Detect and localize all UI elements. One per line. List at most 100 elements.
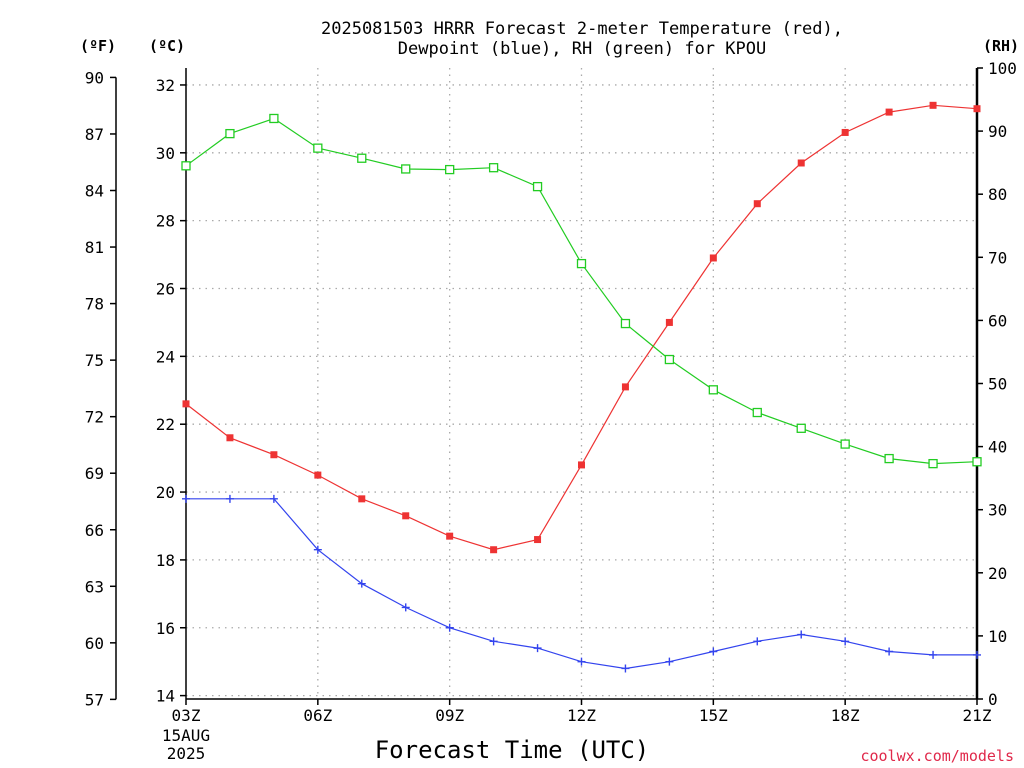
dewpoint-point — [401, 603, 410, 612]
rh-point — [796, 423, 806, 433]
temperature-point — [402, 512, 410, 520]
rh-tick-label: 10 — [988, 627, 1007, 646]
celsius-tick-label: 20 — [156, 483, 175, 502]
rh-tick-label: 0 — [988, 690, 998, 709]
dewpoint-point — [313, 545, 322, 554]
rh-point — [620, 318, 631, 329]
x-axis-label: Forecast Time (UTC) — [375, 736, 650, 764]
rh-tick-label: 30 — [988, 501, 1007, 520]
x-tick-label: 21Z — [963, 706, 992, 725]
temperature-point — [270, 451, 278, 459]
rh-unit-label: (RH) — [983, 37, 1019, 55]
fahrenheit-tick-label: 81 — [85, 238, 104, 257]
rh-point — [708, 385, 718, 395]
x-tick-date-label: 15AUG — [162, 726, 210, 745]
fahrenheit-tick-label: 63 — [85, 577, 104, 596]
dewpoint-point — [445, 623, 454, 632]
x-tick-label: 15Z — [699, 706, 728, 725]
rh-point — [269, 113, 279, 124]
celsius-tick-label: 14 — [156, 687, 175, 706]
x-tick-label: 18Z — [831, 706, 860, 725]
dewpoint-point — [489, 637, 498, 646]
fahrenheit-unit-label: (ºF) — [80, 37, 116, 55]
rh-point — [884, 453, 894, 464]
rh-tick-label: 80 — [988, 185, 1007, 204]
temperature-point — [665, 318, 673, 326]
celsius-tick-label: 18 — [156, 551, 175, 570]
rh-point — [225, 128, 235, 139]
rh-point — [576, 258, 587, 269]
dewpoint-point — [621, 664, 630, 673]
chart-title-line1: 2025081503 HRRR Forecast 2-meter Tempera… — [321, 19, 843, 39]
temperature-point — [490, 546, 498, 554]
dewpoint-point — [269, 494, 278, 503]
rh-tick-label: 40 — [988, 438, 1007, 457]
dewpoint-point — [709, 647, 718, 656]
temperature-point — [226, 434, 234, 442]
rh-point — [840, 439, 850, 449]
chart-title-line2: Dewpoint (blue), RH (green) for KPOU — [398, 39, 766, 59]
celsius-tick-label: 32 — [156, 76, 175, 95]
credit-link[interactable]: coolwx.com/models — [860, 747, 1014, 765]
temperature-point — [578, 461, 585, 469]
grid-lines — [186, 68, 977, 699]
dewpoint-point — [533, 644, 542, 653]
x-tick-label: 12Z — [567, 706, 596, 725]
temperature-point — [753, 200, 761, 208]
rh-point — [357, 153, 367, 163]
temperature-point — [621, 383, 629, 391]
fahrenheit-tick-label: 90 — [85, 68, 104, 87]
celsius-tick-label: 28 — [156, 212, 175, 231]
temperature-line — [185, 104, 978, 551]
dewpoint-point — [225, 494, 234, 503]
rh-point — [972, 457, 982, 467]
temperature-point — [841, 128, 849, 136]
rh-tick-label: 70 — [988, 248, 1007, 267]
fahrenheit-tick-label: 78 — [85, 295, 104, 314]
rh-tick-label: 20 — [988, 564, 1007, 583]
rh-tick-label: 60 — [988, 311, 1007, 330]
celsius-tick-label: 24 — [156, 347, 175, 366]
celsius-unit-label: (ºC) — [149, 37, 185, 55]
rh-point — [532, 181, 543, 192]
x-tick-label: 06Z — [303, 706, 332, 725]
rh-tick-label: 100 — [988, 59, 1017, 78]
x-tick-label: 09Z — [435, 706, 464, 725]
temperature-point — [885, 108, 893, 116]
temperature-point — [358, 495, 366, 503]
temperature-point — [929, 101, 937, 109]
rh-point — [928, 458, 938, 469]
celsius-tick-label: 22 — [156, 415, 175, 434]
x-tick-label: 03Z — [172, 706, 201, 725]
celsius-tick-label: 16 — [156, 619, 175, 638]
rh-point — [752, 407, 762, 418]
temperature-point — [709, 254, 717, 262]
temperature-point — [446, 532, 454, 540]
dewpoint-point — [753, 637, 762, 646]
rh-point — [664, 354, 675, 365]
celsius-tick-label: 26 — [156, 280, 175, 299]
fahrenheit-tick-label: 84 — [85, 182, 104, 201]
fahrenheit-tick-label: 66 — [85, 521, 104, 540]
rh-tick-label: 90 — [988, 122, 1007, 141]
rh-point — [181, 161, 191, 171]
fahrenheit-tick-label: 57 — [85, 690, 104, 709]
temperature-point — [534, 536, 542, 544]
dewpoint-point — [797, 630, 806, 639]
rh-point — [401, 164, 411, 174]
dewpoint-point — [357, 579, 366, 588]
rh-point — [313, 143, 323, 153]
dewpoint-point — [929, 650, 938, 659]
temperature-point — [973, 105, 981, 113]
dewpoint-point — [973, 650, 981, 659]
celsius-tick-label: 30 — [156, 144, 175, 163]
rh-point — [488, 163, 499, 173]
x-tick-year-label: 2025 — [167, 744, 206, 763]
temperature-point — [182, 400, 190, 408]
rh-tick-label: 50 — [988, 375, 1007, 394]
data-series — [181, 101, 982, 673]
fahrenheit-tick-label: 87 — [85, 125, 104, 144]
fahrenheit-tick-label: 72 — [85, 408, 104, 427]
